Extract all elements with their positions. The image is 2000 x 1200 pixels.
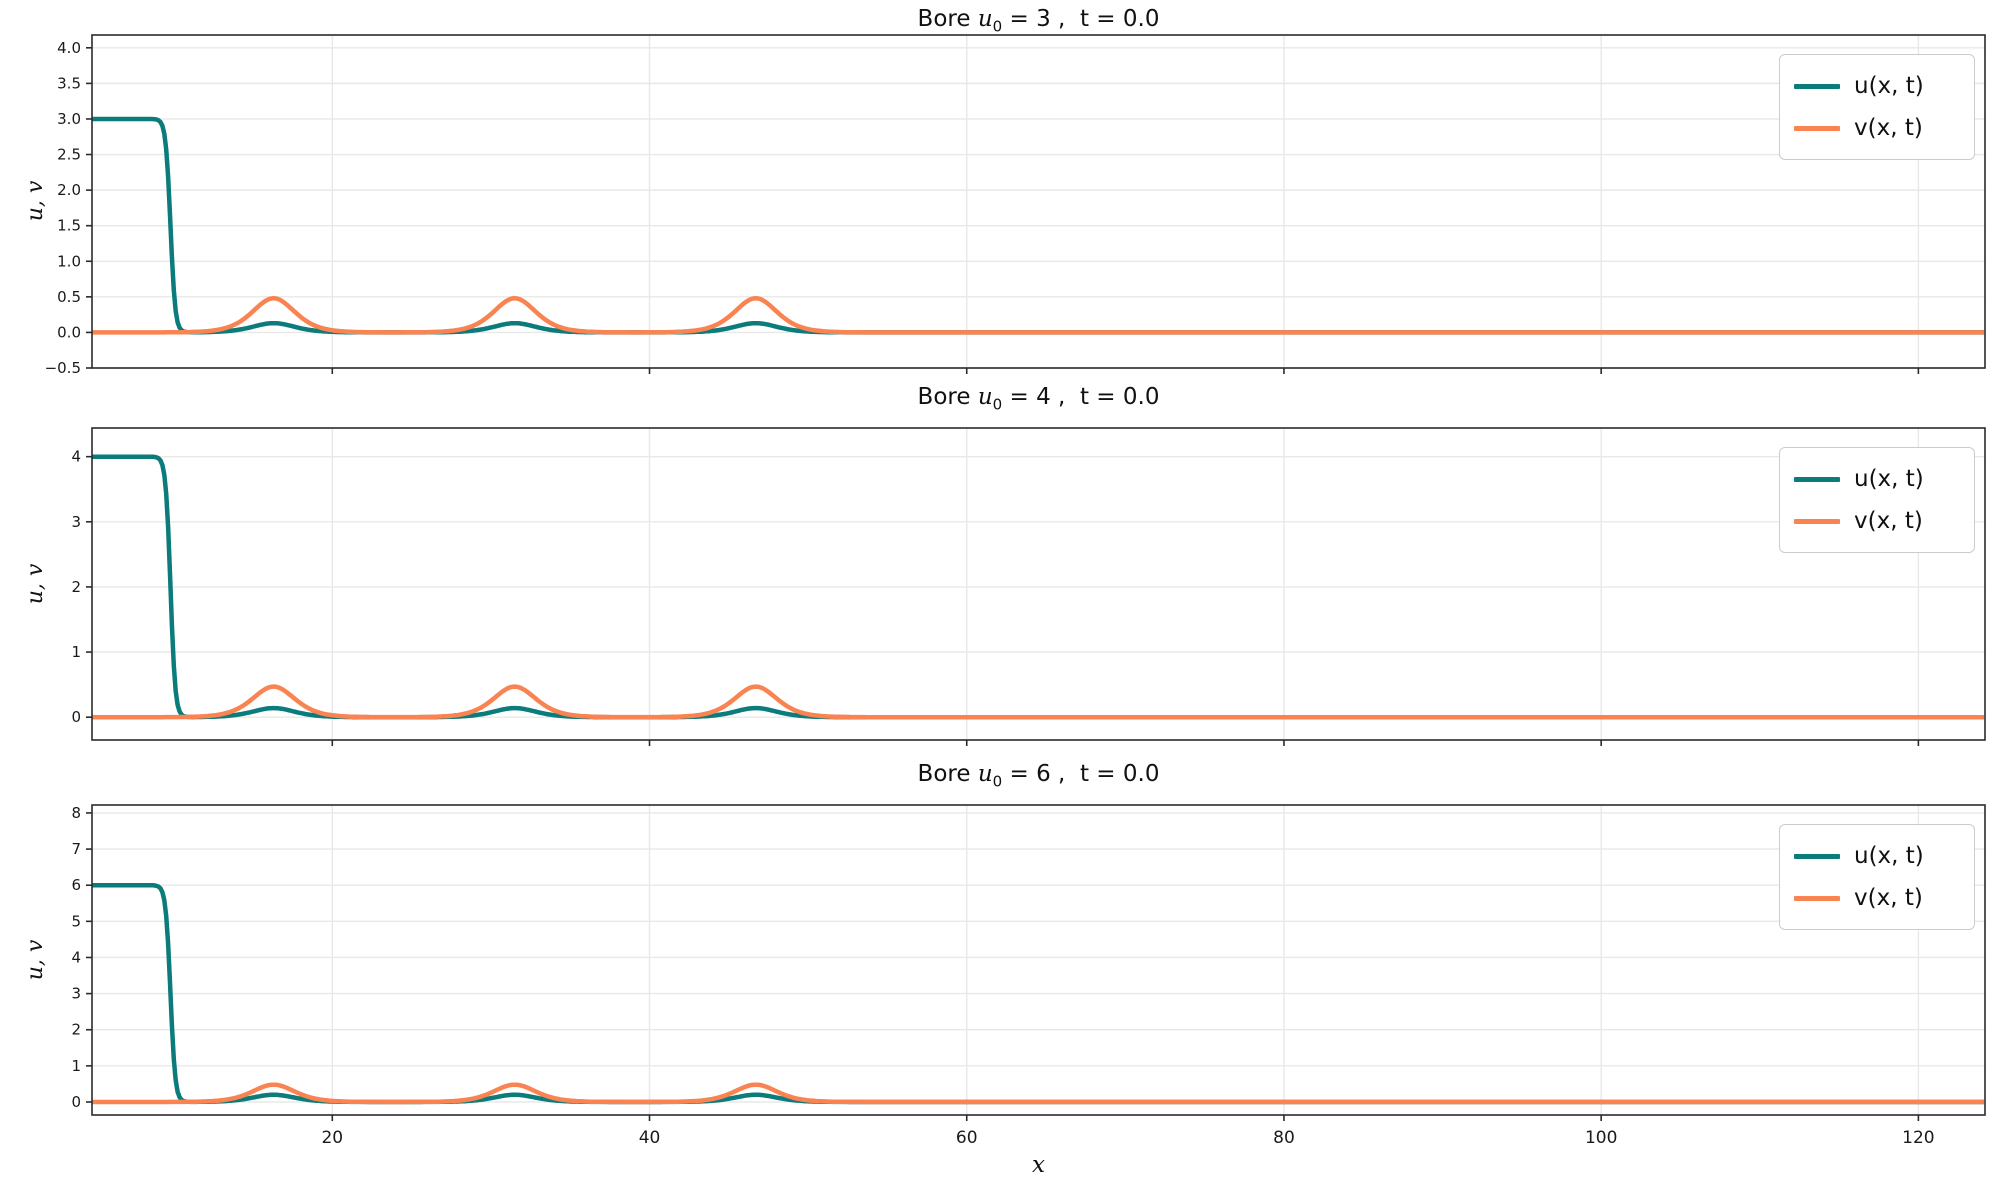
panel-3-spines xyxy=(91,804,1986,1116)
legend-label-u: u(x, t) xyxy=(1854,466,1924,492)
legend-entry-u: u(x, t) xyxy=(1794,65,1960,107)
svg-text:60: 60 xyxy=(956,1128,978,1148)
svg-text:2: 2 xyxy=(71,1021,81,1039)
legend-label-v: v(x, t) xyxy=(1854,115,1923,141)
title-u0-var: u xyxy=(977,761,993,787)
legend-entry-u: u(x, t) xyxy=(1794,835,1960,877)
legend-label-v: v(x, t) xyxy=(1854,885,1923,911)
legend-label-u: u(x, t) xyxy=(1854,843,1924,869)
panel-3-v-curve xyxy=(92,1082,1985,1105)
panel-2-y-axis-label: u, v xyxy=(23,563,48,605)
svg-text:0.5: 0.5 xyxy=(57,288,81,306)
panel-1-spines xyxy=(91,34,1986,369)
u-line-swatch xyxy=(1794,476,1840,482)
svg-text:0: 0 xyxy=(71,708,81,726)
title-prefix: Bore xyxy=(917,384,978,410)
legend-label-v: v(x, t) xyxy=(1854,508,1923,534)
svg-text:3.0: 3.0 xyxy=(57,110,81,128)
svg-text:7: 7 xyxy=(71,840,81,858)
svg-text:4: 4 xyxy=(71,448,81,466)
title-prefix: Bore xyxy=(917,761,978,787)
v-line-swatch xyxy=(1794,518,1840,524)
svg-text:100: 100 xyxy=(1585,1128,1617,1148)
panel-1-legend: u(x, t) v(x, t) xyxy=(1779,54,1975,160)
panel-3-y-ticks: 8 7 6 5 4 3 2 1 0 xyxy=(71,804,92,1111)
panel-3-y-axis-label: u, v xyxy=(23,939,48,981)
svg-text:−0.5: −0.5 xyxy=(45,359,81,377)
panel-1-v-curve xyxy=(92,296,1985,335)
svg-text:40: 40 xyxy=(639,1128,661,1148)
svg-text:1: 1 xyxy=(71,1057,81,1075)
panel-1-y-axis-label: u, v xyxy=(23,180,48,222)
panel-2-plot-area xyxy=(92,428,1985,740)
title-u0-sub: 0 xyxy=(992,395,1003,414)
title-u0-sub: 0 xyxy=(992,772,1003,791)
panel-2: 4 3 2 1 0 xyxy=(71,427,1986,746)
legend-entry-v: v(x, t) xyxy=(1794,877,1960,919)
panel-2-spines xyxy=(91,427,1986,741)
title-suffix: = 4 , t = 0.0 xyxy=(1002,384,1160,410)
svg-text:8: 8 xyxy=(71,804,81,822)
panel-3-plot-area xyxy=(92,805,1985,1115)
title-suffix: = 6 , t = 0.0 xyxy=(1002,761,1160,787)
svg-text:4.0: 4.0 xyxy=(57,39,81,57)
svg-text:2.5: 2.5 xyxy=(57,146,81,164)
svg-text:6: 6 xyxy=(71,876,81,894)
svg-text:20: 20 xyxy=(321,1128,343,1148)
panel-3-title: Bore u0 = 6 , t = 0.0 xyxy=(92,761,1985,791)
legend-entry-v: v(x, t) xyxy=(1794,107,1960,149)
panel-1-x-ticks xyxy=(331,368,1920,374)
svg-text:1.5: 1.5 xyxy=(57,217,81,235)
svg-text:0.0: 0.0 xyxy=(57,323,81,341)
panel-3-x-ticks: 20 40 60 80 100 120 xyxy=(321,1115,1935,1148)
v-line-swatch xyxy=(1794,125,1840,131)
v-line-swatch xyxy=(1794,895,1840,901)
panel-2-grid xyxy=(92,428,1985,740)
svg-text:3.5: 3.5 xyxy=(57,74,81,92)
svg-text:0: 0 xyxy=(71,1093,81,1111)
title-suffix: = 3 , t = 0.0 xyxy=(1002,6,1160,32)
svg-text:3: 3 xyxy=(71,985,81,1003)
svg-text:80: 80 xyxy=(1273,1128,1295,1148)
title-u0-var: u xyxy=(977,384,993,410)
panel-3: 8 7 6 5 4 3 2 1 0 20 40 60 80 100 120 xyxy=(71,804,1986,1148)
svg-text:5: 5 xyxy=(71,912,81,930)
svg-text:1: 1 xyxy=(71,643,81,661)
legend-entry-v: v(x, t) xyxy=(1794,500,1960,542)
panel-1: 4.0 3.5 3.0 2.5 2.0 1.5 1.0 0.5 0.0 −0.5 xyxy=(45,34,1986,377)
title-u0-sub: 0 xyxy=(992,17,1003,36)
svg-text:4: 4 xyxy=(71,948,81,966)
u-line-swatch xyxy=(1794,83,1840,89)
u-line-swatch xyxy=(1794,853,1840,859)
panel-2-v-curve xyxy=(92,684,1985,720)
panel-3-legend: u(x, t) v(x, t) xyxy=(1779,824,1975,930)
panel-2-x-ticks xyxy=(331,740,1920,746)
x-axis-label: x xyxy=(1032,1152,1045,1178)
svg-text:120: 120 xyxy=(1902,1128,1934,1148)
panel-2-title: Bore u0 = 4 , t = 0.0 xyxy=(92,384,1985,414)
svg-text:2.0: 2.0 xyxy=(57,181,81,199)
panel-1-title: Bore u0 = 3 , t = 0.0 xyxy=(92,6,1985,36)
panel-1-y-ticks: 4.0 3.5 3.0 2.5 2.0 1.5 1.0 0.5 0.0 −0.5 xyxy=(45,39,92,377)
svg-text:3: 3 xyxy=(71,513,81,531)
panel-1-plot-area xyxy=(92,35,1985,368)
legend-label-u: u(x, t) xyxy=(1854,73,1924,99)
title-prefix: Bore xyxy=(917,6,978,32)
panel-2-legend: u(x, t) v(x, t) xyxy=(1779,447,1975,553)
panel-2-y-ticks: 4 3 2 1 0 xyxy=(71,448,92,726)
legend-entry-u: u(x, t) xyxy=(1794,458,1960,500)
svg-text:1.0: 1.0 xyxy=(57,252,81,270)
title-u0-var: u xyxy=(977,6,993,32)
svg-text:2: 2 xyxy=(71,578,81,596)
